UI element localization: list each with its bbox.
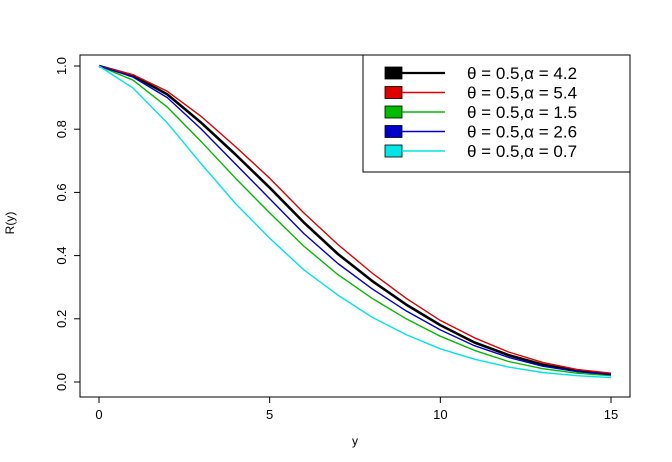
legend-swatch — [384, 86, 403, 99]
y-axis-title: R(y) — [3, 212, 17, 235]
x-tick-label: 15 — [604, 407, 618, 422]
x-axis-title: y — [352, 434, 358, 448]
legend-swatch — [384, 144, 403, 158]
y-axis: 0.0 0.2 0.4 0.6 0.8 1.0 — [54, 57, 80, 391]
legend-swatch — [384, 125, 403, 138]
legend-label: θ = 0.5,α = 4.2 — [467, 64, 577, 83]
x-axis: 0 5 10 15 — [95, 397, 618, 422]
legend-swatch — [384, 66, 403, 80]
plot-frame — [79, 54, 631, 398]
legend-label: θ = 0.5,α = 5.4 — [467, 84, 577, 103]
legend-label: θ = 0.5,α = 2.6 — [467, 123, 577, 142]
y-tick-label: 0.8 — [54, 120, 69, 138]
series-line-2 — [98, 65, 612, 374]
x-tick-label: 0 — [95, 407, 102, 422]
legend-box — [362, 54, 631, 173]
series-line-3 — [98, 65, 612, 377]
y-tick-label: 1.0 — [54, 57, 69, 75]
legend-swatch — [384, 105, 403, 119]
y-tick-label: 0.0 — [54, 373, 69, 391]
y-tick-label: 0.4 — [54, 247, 69, 265]
legend: θ = 0.5,α = 4.2θ = 0.5,α = 5.4θ = 0.5,α … — [362, 54, 631, 173]
series-layer — [98, 64, 612, 379]
series-line-5 — [98, 65, 612, 379]
series-line-1 — [98, 64, 612, 376]
legend-label: θ = 0.5,α = 0.7 — [467, 142, 577, 161]
x-tick-label: 5 — [266, 407, 273, 422]
x-tick-label: 10 — [433, 407, 447, 422]
y-tick-label: 0.2 — [54, 310, 69, 328]
y-tick-label: 0.6 — [54, 183, 69, 201]
series-line-4 — [98, 65, 612, 376]
legend-label: θ = 0.5,α = 1.5 — [467, 103, 577, 122]
